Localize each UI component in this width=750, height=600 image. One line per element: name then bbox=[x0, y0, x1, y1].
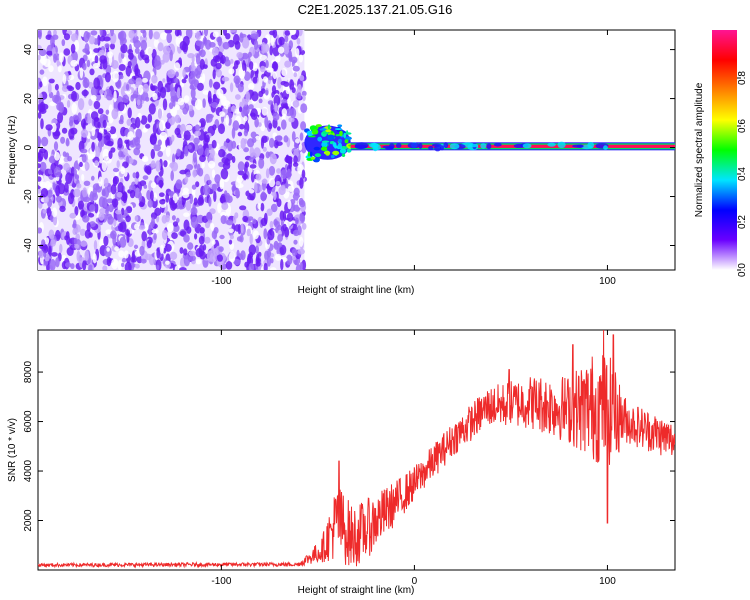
colorbar-tick-label: 0.0 bbox=[737, 263, 748, 277]
spectrogram-y-tick-label: 0 bbox=[23, 144, 34, 150]
snr-plot: -100 0 100 2000 4000 6000 8000 Height of strai… bbox=[7, 329, 676, 596]
spectrogram-y-tick-label: 20 bbox=[23, 93, 34, 105]
snr-y-tick-label: 4000 bbox=[23, 459, 34, 482]
snr-y-tick-label: 8000 bbox=[23, 361, 34, 384]
snr-frame bbox=[37, 329, 676, 571]
spectrogram-x-tick-label: 100 bbox=[599, 276, 616, 287]
spectrogram-y-tick-label: 40 bbox=[23, 44, 34, 56]
colorbar: 0.0 0.2 0.4 0.6 0.8 Normalized spectral ampl… bbox=[694, 30, 748, 277]
colorbar-title: Normalized spectral amplitude bbox=[694, 82, 705, 217]
colorbar-fill bbox=[712, 30, 737, 270]
onset-blob-group bbox=[304, 124, 354, 163]
spectrogram-y-tick-label: -20 bbox=[23, 189, 34, 204]
snr-x-axis-title: Height of straight line (km) bbox=[298, 585, 415, 596]
snr-x-tick-label: 0 bbox=[412, 576, 418, 587]
spectrogram-x-tick-label: -100 bbox=[211, 276, 231, 287]
snr-axes: -100 0 100 2000 4000 6000 8000 bbox=[23, 330, 675, 587]
snr-y-tick-label: 2000 bbox=[23, 509, 34, 532]
spectrogram-y-tick-label: -40 bbox=[23, 238, 34, 253]
snr-x-tick-label: -100 bbox=[211, 576, 231, 587]
colorbar-tick-label: 0.4 bbox=[737, 167, 748, 181]
signal-line-texture bbox=[354, 141, 609, 152]
snr-series-line bbox=[38, 330, 675, 569]
snr-y-tick-label: 6000 bbox=[23, 410, 34, 433]
colorbar-axes: 0.0 0.2 0.4 0.6 0.8 bbox=[737, 71, 748, 277]
signal-line-core bbox=[350, 144, 675, 148]
colorbar-tick-label: 0.8 bbox=[737, 71, 748, 85]
snr-y-axis-title: SNR (10 * v/v) bbox=[7, 418, 18, 482]
colorbar-tick-label: 0.2 bbox=[737, 215, 748, 229]
colorbar-tick-label: 0.6 bbox=[737, 119, 748, 133]
spectrogram-x-axis-title: Height of straight line (km) bbox=[298, 285, 415, 296]
spectrogram-plot: -100 100 -40 -20 0 20 40 Height of straight li… bbox=[7, 29, 676, 296]
page-title: C2E1.2025.137.21.05.G16 bbox=[297, 2, 453, 17]
snr-x-tick-label: 100 bbox=[599, 576, 616, 587]
spectrogram-y-axis-title: Frequency (Hz) bbox=[7, 116, 18, 185]
noise-speckle-group bbox=[38, 30, 308, 270]
spectrogram-axes: -100 100 -40 -20 0 20 40 bbox=[23, 30, 675, 287]
spectrogram-content bbox=[38, 30, 675, 270]
